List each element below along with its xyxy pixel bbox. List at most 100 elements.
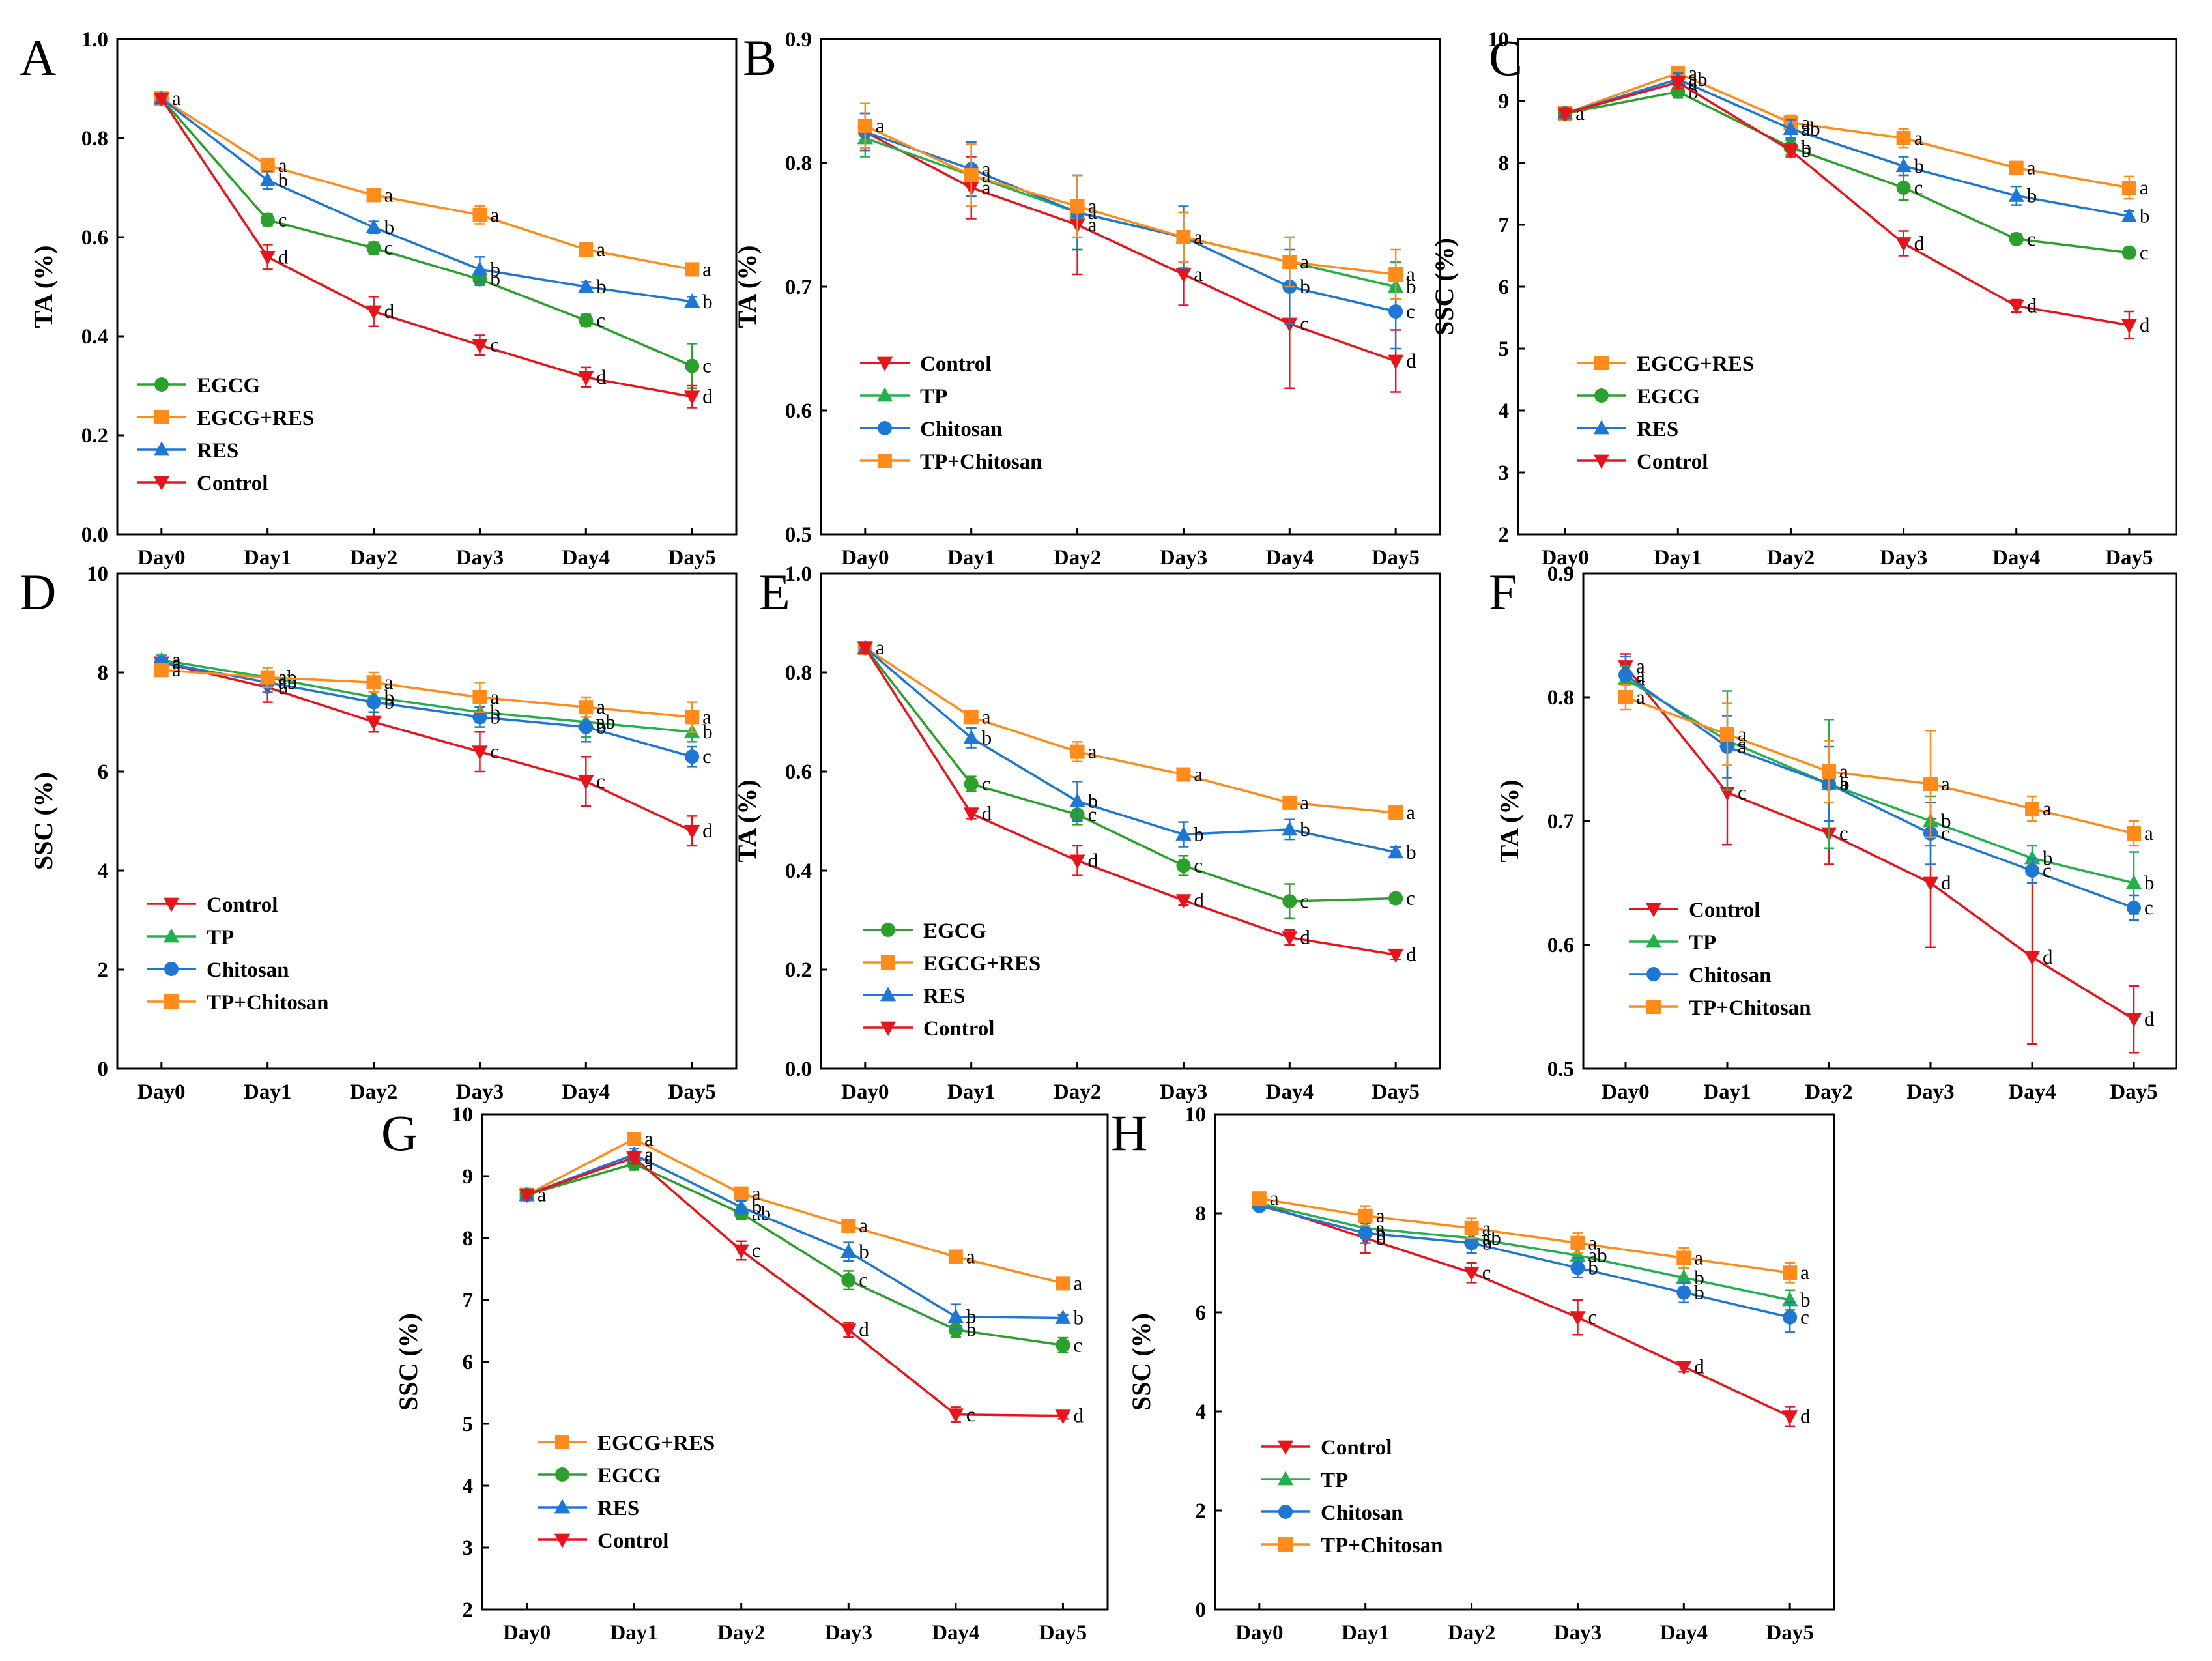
data-point bbox=[1783, 1310, 1798, 1325]
data-point bbox=[1821, 764, 1836, 779]
legend-marker bbox=[1594, 388, 1609, 403]
series-line bbox=[526, 1163, 1063, 1347]
legend-item: TP bbox=[147, 926, 234, 949]
panel-letter: E bbox=[759, 564, 790, 620]
legend-item: Control bbox=[1577, 450, 1708, 474]
x-tick-label: Day1 bbox=[244, 546, 291, 570]
y-tick-label: 1.0 bbox=[785, 562, 812, 586]
y-tick-label: 0.9 bbox=[785, 28, 812, 51]
legend-label: Control bbox=[1637, 450, 1708, 474]
significance-label: b bbox=[1941, 809, 1951, 832]
data-point bbox=[2127, 901, 2142, 915]
significance-label: b bbox=[1300, 818, 1310, 841]
significance-label: c bbox=[1194, 854, 1203, 876]
y-tick-label: 6 bbox=[1499, 276, 1510, 299]
significance-label: a bbox=[1300, 250, 1309, 273]
significance-label: d bbox=[1073, 1404, 1084, 1427]
legend: EGCG EGCG+RES RES Control bbox=[137, 374, 314, 495]
series-line bbox=[161, 659, 693, 733]
y-tick-label: 1.0 bbox=[81, 28, 108, 51]
legend-item: Control bbox=[860, 353, 991, 376]
data-point bbox=[626, 1151, 642, 1166]
y-tick-label: 2 bbox=[98, 959, 109, 982]
data-point bbox=[857, 119, 872, 133]
significance-label: c bbox=[596, 309, 605, 332]
legend-item: EGCG bbox=[538, 1464, 661, 1488]
panel-c: C 2 3 4 5 6 7 8 9 10 Day0 Day1 Day2 Day3 Day4 Day5 SSC (… bbox=[1429, 28, 2177, 570]
legend-marker bbox=[1277, 1471, 1294, 1486]
x-tick-label: Day3 bbox=[1880, 546, 1927, 570]
series-line bbox=[160, 98, 693, 368]
y-tick-label: 6 bbox=[463, 1351, 474, 1374]
y-tick-label: 0.6 bbox=[81, 226, 108, 250]
legend-item: RES bbox=[863, 985, 965, 1008]
significance-label: d bbox=[384, 300, 395, 323]
significance-label: b bbox=[1406, 841, 1416, 863]
series-line bbox=[526, 1138, 1063, 1285]
data-point bbox=[472, 745, 488, 760]
data-point bbox=[685, 262, 700, 277]
data-point bbox=[366, 695, 381, 710]
legend-marker bbox=[880, 1021, 897, 1036]
data-point bbox=[1783, 144, 1799, 159]
data-point bbox=[733, 1244, 749, 1259]
significance-label: c bbox=[490, 740, 499, 763]
data-point bbox=[260, 670, 275, 685]
data-point bbox=[1618, 667, 1633, 682]
x-tick-label: Day0 bbox=[137, 546, 185, 570]
significance-label: b bbox=[2043, 846, 2053, 869]
legend-marker bbox=[555, 1435, 569, 1449]
legend-label: Control bbox=[1689, 899, 1760, 922]
significance-label: a bbox=[1941, 772, 1950, 795]
x-tick-label: Day5 bbox=[668, 1080, 715, 1104]
y-tick-label: 0 bbox=[1196, 1598, 1207, 1622]
significance-label: a bbox=[1270, 1187, 1279, 1209]
series-tp-chitosan: a a a a a a bbox=[1252, 1187, 1809, 1284]
data-point bbox=[1282, 821, 1298, 836]
significance-label: b bbox=[1800, 1288, 1811, 1311]
data-point bbox=[685, 710, 700, 725]
significance-label: a bbox=[1194, 225, 1203, 248]
x-tick-label: Day0 bbox=[137, 1080, 185, 1104]
data-point bbox=[1282, 894, 1297, 909]
significance-label: d bbox=[1300, 926, 1310, 949]
series-line bbox=[1564, 90, 2130, 254]
significance-label: d bbox=[278, 245, 289, 268]
legend: Control TP Chitosan TP+Chitosan bbox=[860, 353, 1042, 474]
significance-label: c bbox=[1406, 887, 1415, 910]
series-tp-chitosan: a a a a a a bbox=[154, 658, 711, 733]
data-point bbox=[963, 807, 979, 822]
x-tick-label: Day4 bbox=[932, 1621, 979, 1645]
x-tick-label: Day2 bbox=[1805, 1080, 1852, 1104]
y-tick-label: 0.7 bbox=[785, 276, 812, 299]
data-point bbox=[154, 663, 169, 678]
legend-label: EGCG bbox=[1637, 385, 1700, 409]
significance-label: b bbox=[1801, 136, 1811, 158]
x-tick-label: Day3 bbox=[456, 546, 504, 570]
significance-label: a bbox=[1088, 201, 1097, 224]
x-tick-label: Day2 bbox=[1767, 546, 1815, 570]
significance-label: a bbox=[1694, 1246, 1703, 1269]
y-axis-label: SSC (%) bbox=[29, 772, 58, 870]
data-point bbox=[1557, 107, 1573, 122]
significance-label: a bbox=[1376, 1204, 1385, 1227]
y-axis-label: TA (%) bbox=[1495, 779, 1524, 862]
significance-label: c bbox=[2043, 859, 2052, 882]
significance-label: a bbox=[1088, 740, 1097, 763]
y-tick-label: 0.5 bbox=[1547, 1058, 1574, 1081]
legend-label: Control bbox=[1321, 1436, 1392, 1460]
legend-marker bbox=[1277, 1440, 1294, 1455]
legend-marker bbox=[1646, 967, 1661, 981]
legend-marker bbox=[1278, 1505, 1293, 1519]
x-tick-label: Day3 bbox=[456, 1080, 504, 1104]
data-point bbox=[366, 305, 382, 320]
y-tick-label: 8 bbox=[1499, 152, 1510, 175]
data-point bbox=[1176, 858, 1191, 873]
data-point bbox=[1896, 181, 1911, 195]
data-point bbox=[947, 1408, 964, 1423]
y-tick-label: 4 bbox=[1499, 399, 1510, 423]
significance-label: a bbox=[1194, 763, 1203, 786]
